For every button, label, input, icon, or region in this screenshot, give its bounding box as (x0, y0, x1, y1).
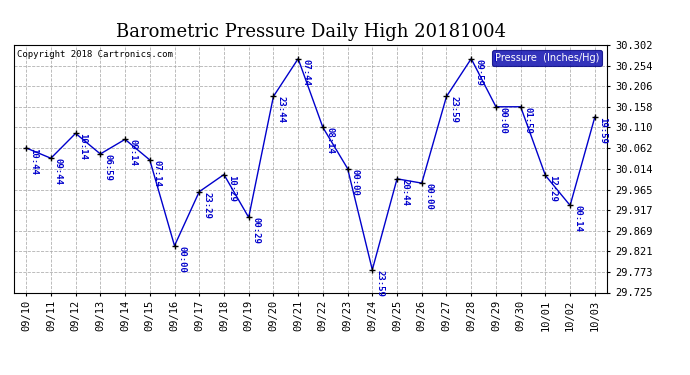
Text: 09:14: 09:14 (128, 140, 137, 166)
Text: 10:14: 10:14 (79, 134, 88, 160)
Text: 00:29: 00:29 (252, 217, 261, 244)
Text: 07:44: 07:44 (301, 59, 310, 86)
Text: 06:59: 06:59 (104, 154, 112, 181)
Text: 01:59: 01:59 (524, 107, 533, 134)
Text: 07:14: 07:14 (152, 160, 161, 187)
Legend: Pressure  (Inches/Hg): Pressure (Inches/Hg) (492, 50, 602, 66)
Text: 00:00: 00:00 (351, 168, 359, 195)
Text: 19:59: 19:59 (598, 117, 607, 144)
Text: 09:59: 09:59 (474, 59, 483, 86)
Text: 10:44: 10:44 (29, 148, 38, 175)
Text: 10:29: 10:29 (227, 174, 236, 201)
Text: 08:14: 08:14 (326, 128, 335, 154)
Text: 23:29: 23:29 (202, 192, 211, 219)
Text: 23:59: 23:59 (449, 96, 458, 123)
Text: 09:44: 09:44 (54, 158, 63, 185)
Text: 00:00: 00:00 (425, 183, 434, 210)
Text: 12:29: 12:29 (549, 176, 558, 202)
Text: 23:44: 23:44 (277, 96, 286, 123)
Title: Barometric Pressure Daily High 20181004: Barometric Pressure Daily High 20181004 (115, 22, 506, 40)
Text: 00:00: 00:00 (499, 107, 508, 134)
Text: 23:59: 23:59 (375, 270, 384, 297)
Text: 20:44: 20:44 (400, 179, 409, 206)
Text: 00:00: 00:00 (177, 246, 186, 273)
Text: 00:14: 00:14 (573, 206, 582, 232)
Text: Copyright 2018 Cartronics.com: Copyright 2018 Cartronics.com (17, 50, 172, 59)
